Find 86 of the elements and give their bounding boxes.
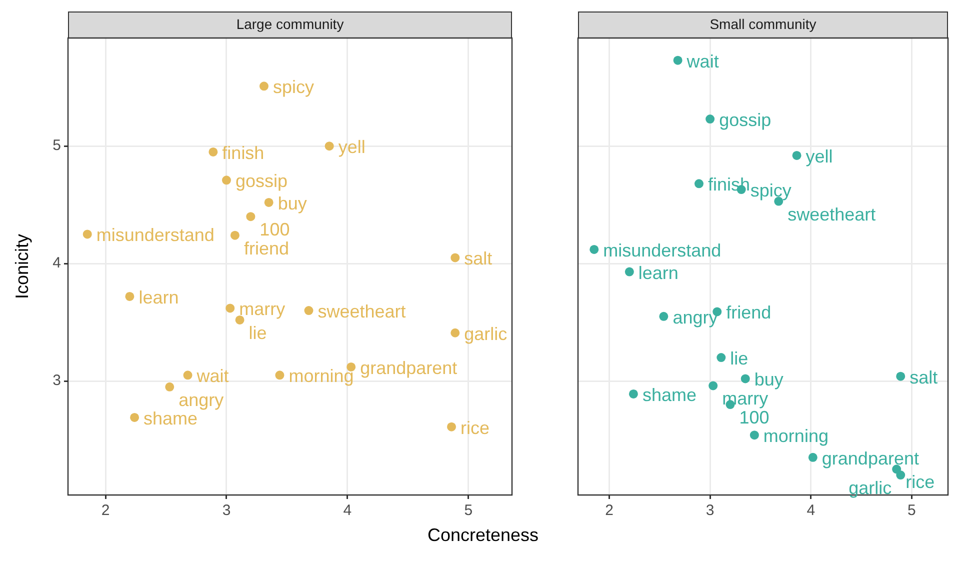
x-axis-title: Concreteness <box>426 525 540 546</box>
point <box>125 292 134 301</box>
point <box>82 230 92 239</box>
annotation: rice <box>460 418 490 438</box>
point <box>324 142 334 151</box>
annotation: grandparent <box>360 358 458 378</box>
point <box>628 389 638 398</box>
annotation: salt <box>464 248 492 269</box>
point <box>624 267 634 276</box>
annotation: misunderstand <box>603 240 722 260</box>
annotation: 100 <box>260 220 290 240</box>
point <box>450 328 460 338</box>
annotation: finish <box>222 142 264 163</box>
x-tick-label: 4 <box>343 502 352 520</box>
point <box>792 150 802 160</box>
annotation: marry <box>239 299 286 320</box>
point <box>275 370 284 380</box>
point <box>659 312 668 321</box>
point <box>222 176 231 185</box>
annotation: misunderstand <box>96 225 214 246</box>
point <box>694 179 704 188</box>
point <box>450 253 460 262</box>
x-tick-label: 5 <box>908 502 916 520</box>
annotation: wait <box>196 366 229 386</box>
annotation: 100 <box>739 408 770 428</box>
annotation: lie <box>730 348 748 369</box>
point <box>740 374 750 384</box>
x-tick-label: 2 <box>605 502 614 520</box>
annotation: shame <box>642 384 696 405</box>
point <box>165 382 174 392</box>
point <box>706 114 715 124</box>
chart-title: Large community <box>236 16 344 32</box>
point <box>130 412 140 422</box>
point <box>259 82 268 91</box>
annotation: salt <box>910 367 938 388</box>
annotation: gossip <box>235 171 288 192</box>
chart-title: Small community <box>710 16 816 32</box>
annotation: friend <box>244 238 289 258</box>
annotation: learn <box>138 287 179 308</box>
y-axis-title: Iconicity <box>12 234 32 300</box>
annotation: yell <box>338 137 366 158</box>
x-tick-label: 2 <box>101 502 110 520</box>
point <box>246 212 256 222</box>
y-tick-label: 3 <box>52 372 61 390</box>
point <box>750 430 759 440</box>
annotation: buy <box>754 370 784 390</box>
annotation: spicy <box>750 180 792 201</box>
annotation: garlic <box>848 478 892 498</box>
point <box>708 381 718 390</box>
point <box>447 422 456 432</box>
annotation: shame <box>144 408 198 428</box>
point <box>896 470 906 480</box>
annotation: rice <box>906 472 935 492</box>
annotation: yell <box>806 146 833 166</box>
point <box>896 372 906 381</box>
x-tick-label: 5 <box>464 502 473 520</box>
annotation: sweetheart <box>788 204 876 224</box>
x-tick-label: 4 <box>806 502 816 520</box>
y-tick-label: 5 <box>52 137 61 154</box>
point <box>716 353 726 362</box>
point <box>590 244 599 254</box>
annotation: gossip <box>719 110 772 130</box>
y-tick-label: 4 <box>52 254 61 272</box>
annotation: angry <box>672 307 718 328</box>
annotation: learn <box>638 262 678 283</box>
annotation: morning <box>763 426 828 446</box>
annotation: buy <box>278 193 307 214</box>
annotation: angry <box>178 390 224 410</box>
point <box>673 56 682 65</box>
annotation: grandparent <box>822 448 919 468</box>
point <box>264 198 274 207</box>
point <box>230 230 240 240</box>
annotation: spicy <box>272 77 314 98</box>
point <box>808 452 818 462</box>
annotation: wait <box>686 51 719 72</box>
annotation: morning <box>288 366 354 386</box>
point <box>208 147 218 156</box>
point <box>226 304 235 313</box>
annotation: garlic <box>464 324 508 344</box>
point <box>183 370 192 380</box>
annotation: friend <box>726 302 772 323</box>
annotation: sweetheart <box>318 302 406 322</box>
point <box>304 306 314 316</box>
x-tick-label: 3 <box>706 502 714 520</box>
annotation: lie <box>248 322 267 343</box>
x-tick-label: 3 <box>222 502 231 520</box>
